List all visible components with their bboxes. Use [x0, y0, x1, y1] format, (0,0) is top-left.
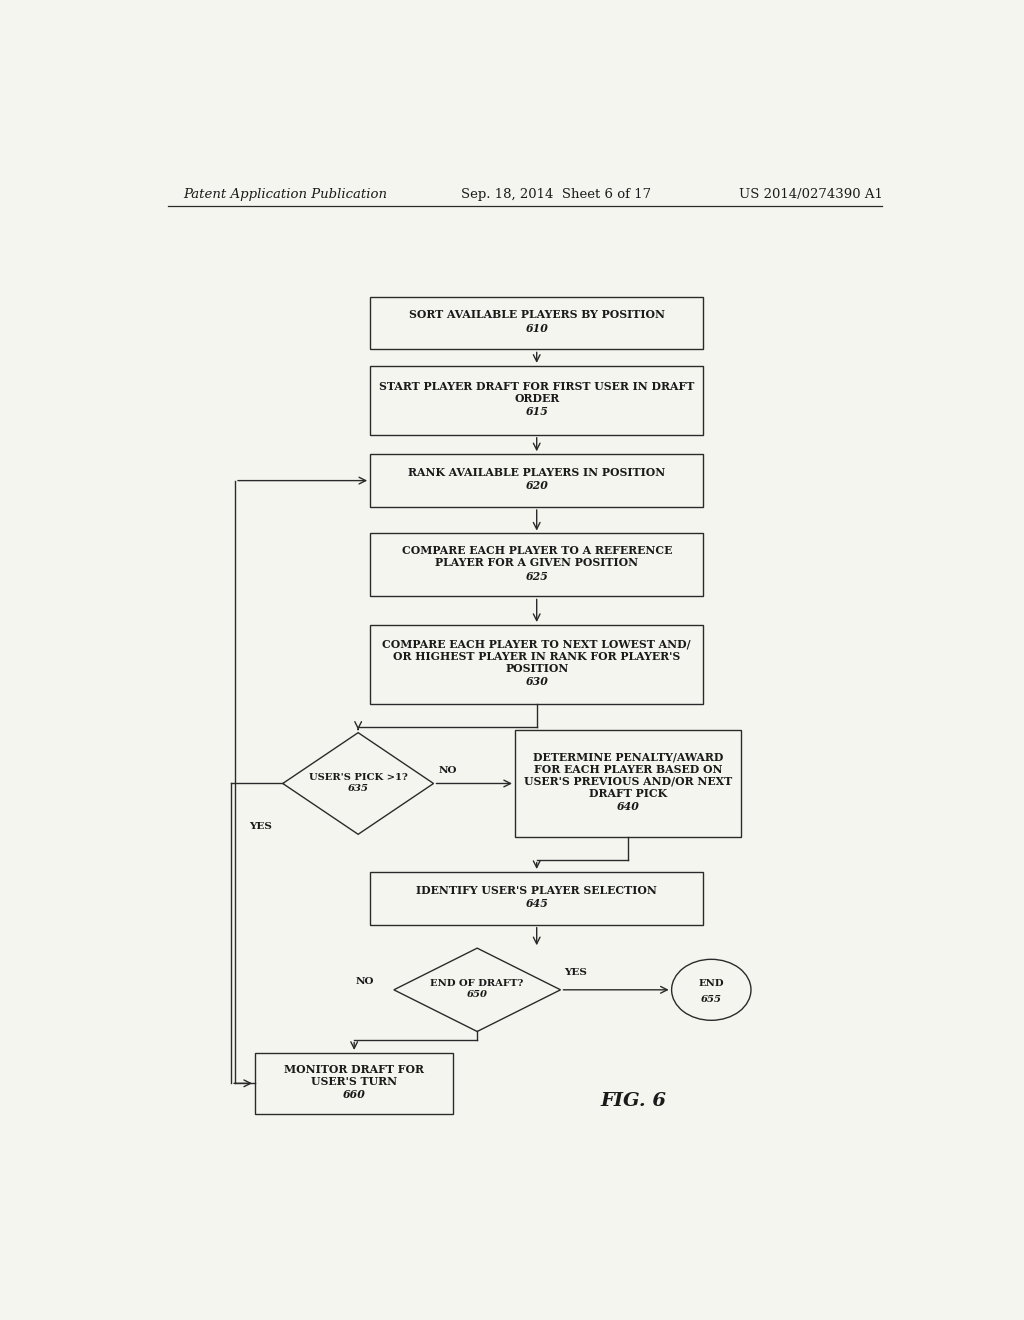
Bar — [370, 454, 703, 507]
Text: COMPARE EACH PLAYER TO NEXT LOWEST AND/: COMPARE EACH PLAYER TO NEXT LOWEST AND/ — [382, 639, 691, 649]
Text: END: END — [698, 979, 724, 989]
Text: 655: 655 — [700, 995, 722, 1005]
Bar — [370, 624, 703, 704]
Text: Patent Application Publication: Patent Application Publication — [183, 189, 387, 202]
Bar — [370, 366, 703, 434]
Text: DETERMINE PENALTY/AWARD: DETERMINE PENALTY/AWARD — [532, 751, 723, 763]
Text: START PLAYER DRAFT FOR FIRST USER IN DRAFT: START PLAYER DRAFT FOR FIRST USER IN DRA… — [379, 380, 694, 392]
Text: POSITION: POSITION — [505, 663, 568, 675]
Text: NO: NO — [355, 977, 374, 986]
Text: 620: 620 — [525, 480, 548, 491]
Bar — [255, 1053, 454, 1114]
Text: 615: 615 — [525, 407, 548, 417]
Text: MONITOR DRAFT FOR: MONITOR DRAFT FOR — [285, 1064, 424, 1074]
Bar — [370, 297, 703, 350]
Text: 635: 635 — [347, 784, 369, 793]
Text: NO: NO — [438, 767, 457, 775]
Polygon shape — [283, 733, 433, 834]
Text: DRAFT PICK: DRAFT PICK — [589, 788, 667, 799]
Text: 650: 650 — [467, 990, 487, 999]
Text: END OF DRAFT?: END OF DRAFT? — [430, 979, 524, 989]
Text: US 2014/0274390 A1: US 2014/0274390 A1 — [739, 189, 883, 202]
Text: FOR EACH PLAYER BASED ON: FOR EACH PLAYER BASED ON — [534, 764, 722, 775]
Text: RANK AVAILABLE PLAYERS IN POSITION: RANK AVAILABLE PLAYERS IN POSITION — [409, 467, 666, 478]
Text: USER'S PICK >1?: USER'S PICK >1? — [308, 774, 408, 781]
Text: 610: 610 — [525, 322, 548, 334]
Text: COMPARE EACH PLAYER TO A REFERENCE: COMPARE EACH PLAYER TO A REFERENCE — [401, 545, 672, 556]
Text: ORDER: ORDER — [514, 393, 559, 404]
Text: Sep. 18, 2014  Sheet 6 of 17: Sep. 18, 2014 Sheet 6 of 17 — [461, 189, 651, 202]
Text: YES: YES — [564, 968, 588, 977]
Bar — [370, 873, 703, 925]
Text: SORT AVAILABLE PLAYERS BY POSITION: SORT AVAILABLE PLAYERS BY POSITION — [409, 309, 665, 321]
Text: FIG. 6: FIG. 6 — [600, 1092, 667, 1110]
Bar — [515, 730, 741, 837]
Text: IDENTIFY USER'S PLAYER SELECTION: IDENTIFY USER'S PLAYER SELECTION — [417, 884, 657, 896]
Text: YES: YES — [250, 822, 272, 832]
Text: USER'S TURN: USER'S TURN — [311, 1076, 397, 1086]
Text: PLAYER FOR A GIVEN POSITION: PLAYER FOR A GIVEN POSITION — [435, 557, 638, 569]
Text: OR HIGHEST PLAYER IN RANK FOR PLAYER'S: OR HIGHEST PLAYER IN RANK FOR PLAYER'S — [393, 651, 680, 661]
Text: 630: 630 — [525, 676, 548, 688]
Ellipse shape — [672, 960, 751, 1020]
Text: 640: 640 — [616, 801, 639, 812]
Bar — [370, 533, 703, 597]
Text: 645: 645 — [525, 898, 548, 909]
Polygon shape — [394, 948, 560, 1031]
Text: 625: 625 — [525, 570, 548, 582]
Text: 660: 660 — [343, 1089, 366, 1100]
Text: USER'S PREVIOUS AND/OR NEXT: USER'S PREVIOUS AND/OR NEXT — [524, 776, 732, 787]
